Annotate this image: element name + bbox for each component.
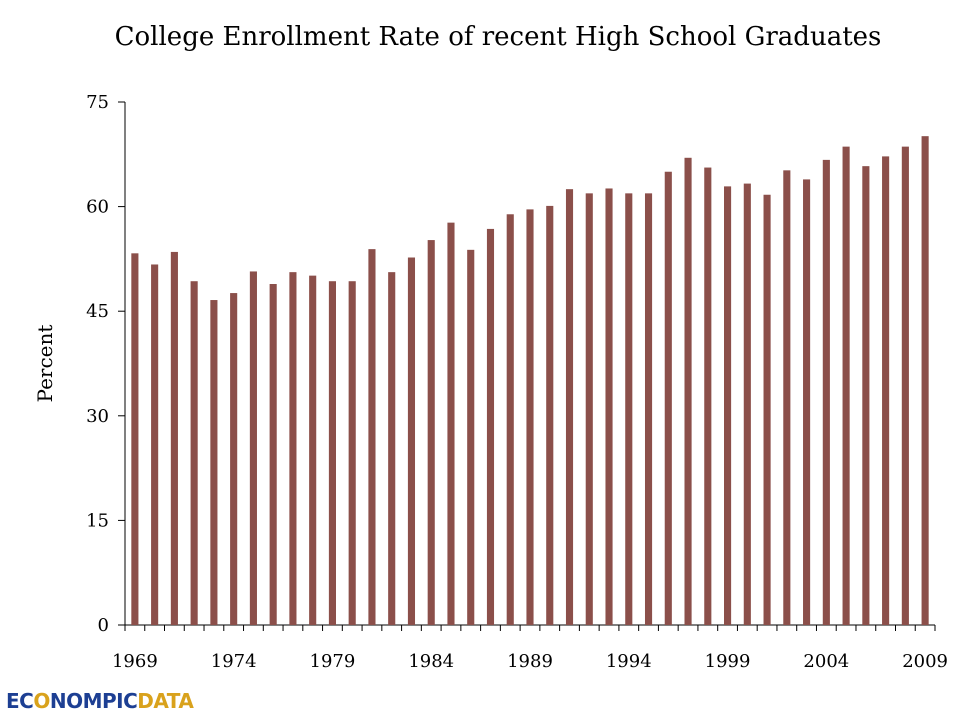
x-tick-label: 1979 — [310, 651, 356, 672]
chart-title: College Enrollment Rate of recent High S… — [114, 22, 882, 52]
x-tick-label: 1984 — [408, 651, 454, 672]
logo-text-data: DATA — [137, 689, 194, 713]
y-tick-label: 60 — [86, 197, 109, 218]
bar — [486, 228, 495, 625]
bar — [506, 214, 514, 625]
bar — [625, 193, 633, 626]
bar — [447, 222, 455, 625]
y-tick-label: 0 — [98, 615, 109, 636]
bar — [170, 251, 178, 625]
bar — [348, 281, 356, 625]
y-axis-label: Percent — [33, 325, 57, 403]
bar — [921, 136, 929, 626]
y-tick-label: 75 — [86, 92, 109, 113]
y-tick-label: 30 — [86, 406, 109, 427]
bar — [546, 205, 554, 626]
y-axis: 0 15 30 45 60 75 — [86, 92, 126, 636]
bar — [151, 264, 159, 625]
bar — [190, 281, 198, 625]
bar — [724, 186, 732, 626]
bar — [368, 249, 376, 625]
x-tick-label: 1969 — [112, 651, 158, 672]
bar — [743, 183, 751, 625]
x-tick-label: 1974 — [211, 651, 257, 672]
bar — [131, 253, 139, 625]
bar — [783, 170, 791, 625]
y-tick-label: 45 — [86, 301, 109, 322]
x-tick-label: 2009 — [902, 651, 948, 672]
bar — [585, 193, 593, 626]
y-tick-label: 15 — [86, 510, 109, 531]
bars-group — [131, 136, 929, 626]
bar — [269, 284, 277, 625]
logo-text-ec: EC — [6, 689, 34, 713]
bar — [842, 146, 850, 625]
bar — [763, 194, 771, 625]
logo-text-nompic: NOMPIC — [49, 689, 138, 713]
bar — [862, 166, 870, 625]
x-tick-label: 1999 — [705, 651, 751, 672]
bar — [309, 275, 317, 625]
bar — [388, 272, 396, 625]
economicdata-logo: ECONOMPICDATA — [6, 689, 194, 713]
bar — [210, 300, 218, 625]
bar — [704, 167, 712, 626]
bar — [644, 193, 653, 626]
bar — [901, 146, 909, 625]
bar — [467, 249, 475, 626]
bar — [605, 188, 613, 625]
bar — [289, 272, 297, 625]
globe-icon: O — [33, 689, 50, 713]
bar — [684, 157, 692, 625]
bar — [526, 209, 534, 625]
bar — [664, 171, 672, 625]
bar — [328, 281, 336, 625]
bar — [803, 179, 811, 626]
bar — [822, 159, 830, 625]
bar — [230, 293, 238, 625]
bar — [407, 257, 416, 625]
x-axis: 1969 1974 1979 1984 1989 1994 1999 2004 2009 — [112, 624, 948, 672]
bar — [882, 156, 890, 625]
bar — [427, 240, 435, 625]
x-tick-label: 1989 — [507, 651, 553, 672]
x-tick-label: 1994 — [606, 651, 652, 672]
bar — [249, 271, 257, 625]
x-tick-label: 2004 — [803, 651, 849, 672]
bar — [565, 189, 574, 625]
